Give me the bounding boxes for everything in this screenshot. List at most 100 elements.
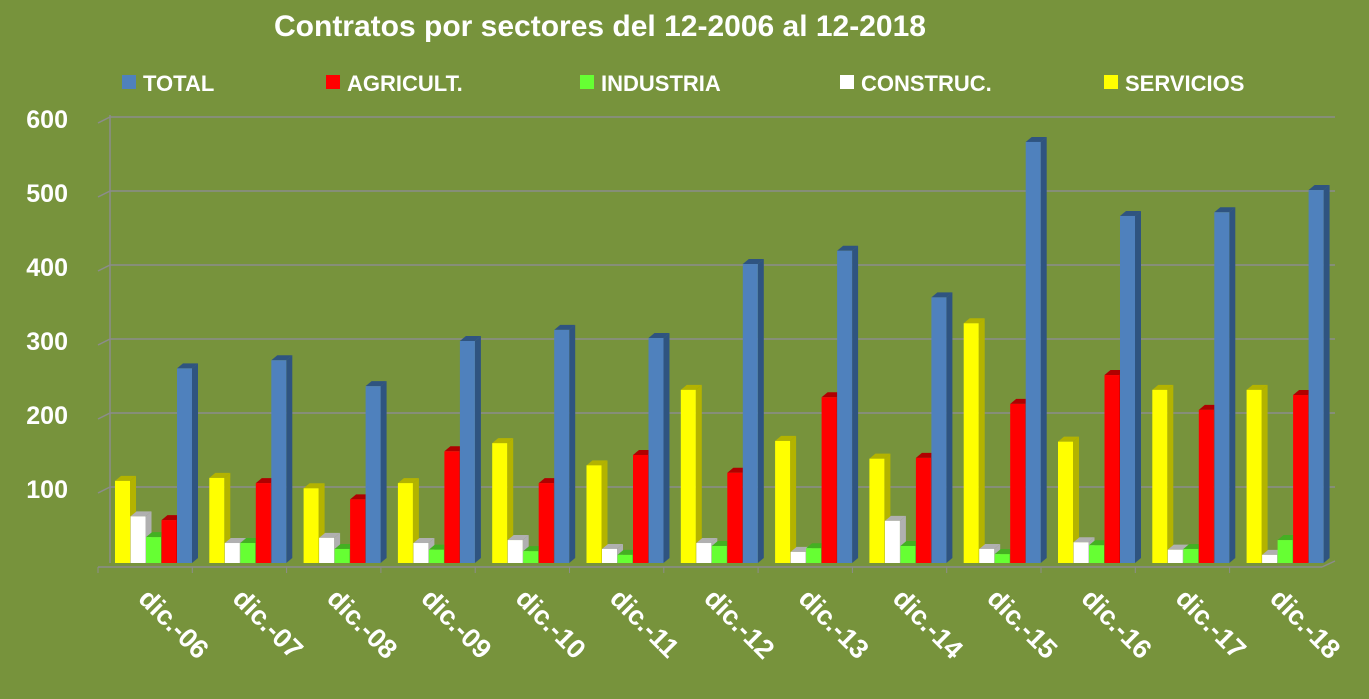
bar-top — [365, 381, 387, 387]
bar-servicios — [397, 483, 413, 563]
bar-top — [742, 259, 764, 265]
legend-label: SERVICIOS — [1125, 71, 1244, 96]
bar-servicios — [1058, 441, 1073, 563]
y-tick-label: 400 — [26, 254, 68, 282]
bar-industria — [617, 554, 633, 563]
legend-swatch — [580, 75, 594, 89]
bar-top — [397, 478, 419, 484]
bar-side — [790, 435, 797, 563]
bar-side — [978, 318, 985, 563]
bar-side — [852, 245, 859, 563]
y-tick-label: 300 — [26, 328, 68, 356]
bar-industria — [1277, 540, 1293, 563]
bar-side — [1167, 384, 1174, 563]
bar-construc — [1073, 542, 1089, 563]
bar-construc — [319, 537, 335, 563]
bar-servicios — [586, 465, 602, 563]
bar-industria — [428, 549, 444, 563]
bar-top — [837, 245, 859, 251]
y-tick-label: 500 — [26, 180, 68, 208]
bar-top — [413, 538, 435, 544]
bar-servicios — [115, 480, 130, 563]
bar-total — [554, 329, 570, 563]
legend-swatch — [840, 75, 854, 89]
bar-construc — [602, 548, 617, 563]
bar-total — [931, 297, 947, 563]
bar-construc — [130, 516, 146, 563]
bar-total — [648, 338, 664, 563]
bar-industria — [1089, 545, 1104, 563]
bar-agricult — [255, 483, 271, 563]
x-tick-label: dic.-10 — [510, 583, 592, 665]
bar-top — [1308, 185, 1330, 191]
y-tick-label: 600 — [26, 106, 68, 134]
bar-side — [569, 324, 576, 563]
bar-construc — [790, 551, 806, 563]
bar-top — [1167, 544, 1189, 550]
bar-side — [507, 438, 514, 563]
bar-top — [963, 318, 985, 324]
bar-top — [648, 333, 670, 339]
legend-swatch — [326, 75, 340, 89]
grid-line-diag — [97, 264, 111, 272]
bar-servicios — [869, 458, 885, 563]
bar-industria — [711, 545, 727, 563]
x-tick-label: dic.-12 — [699, 583, 781, 665]
bar-servicios — [963, 323, 979, 563]
grid-line-diag — [97, 486, 111, 494]
bar-construc — [224, 543, 240, 563]
bar-construc — [1262, 554, 1278, 563]
x-tick-label: dic.-16 — [1076, 583, 1158, 665]
x-tick-label: dic.-06 — [133, 583, 215, 665]
bar-servicios — [209, 477, 225, 563]
bar-industria — [334, 548, 350, 563]
bar-top — [696, 538, 718, 544]
bar-top — [115, 475, 136, 481]
bar-agricult — [1010, 403, 1026, 563]
legend-swatch — [1104, 75, 1118, 89]
bar-side — [601, 460, 608, 563]
bar-industria — [1183, 548, 1199, 563]
y-tick-label: 100 — [26, 476, 68, 504]
bar-top — [303, 483, 325, 489]
grid-line-diag — [97, 116, 111, 124]
bar-industria — [900, 545, 916, 563]
x-tick-label: dic.-08 — [321, 583, 403, 665]
bar-top — [1073, 537, 1095, 543]
bar-agricult — [633, 454, 648, 563]
bar-top — [554, 324, 576, 330]
bar-top — [459, 336, 481, 341]
bar-side — [192, 363, 198, 563]
bar-agricult — [1293, 395, 1309, 563]
bar-industria — [240, 543, 256, 563]
bar-top — [979, 543, 1001, 549]
grid-line-diag — [97, 412, 111, 420]
bar-servicios — [680, 389, 696, 563]
x-tick-label: dic.-13 — [793, 583, 875, 665]
bar-side — [1323, 185, 1330, 564]
x-tick-label: dic.-18 — [1264, 583, 1346, 665]
bar-agricult — [350, 499, 366, 563]
bar-agricult — [1198, 409, 1214, 563]
x-tick-label: dic.-11 — [604, 583, 685, 664]
legend-label: INDUSTRIA — [601, 71, 721, 96]
bar-top — [177, 363, 198, 369]
bar-top — [1152, 384, 1174, 390]
bar-total — [271, 360, 287, 563]
bar-servicios — [775, 440, 791, 563]
bar-top — [209, 472, 231, 478]
bar-construc — [413, 543, 429, 563]
bar-agricult — [727, 472, 743, 563]
bar-side — [1073, 436, 1079, 563]
bar-total — [1025, 141, 1041, 563]
bar-construc — [979, 548, 995, 563]
bar-top — [130, 511, 152, 517]
bar-side — [1135, 210, 1141, 563]
bar-top — [1120, 210, 1141, 216]
bar-side — [286, 355, 293, 563]
bar-servicios — [303, 488, 319, 563]
x-tick-label: dic.-15 — [981, 583, 1063, 665]
bar-top — [271, 355, 293, 361]
bar-total — [365, 386, 381, 563]
